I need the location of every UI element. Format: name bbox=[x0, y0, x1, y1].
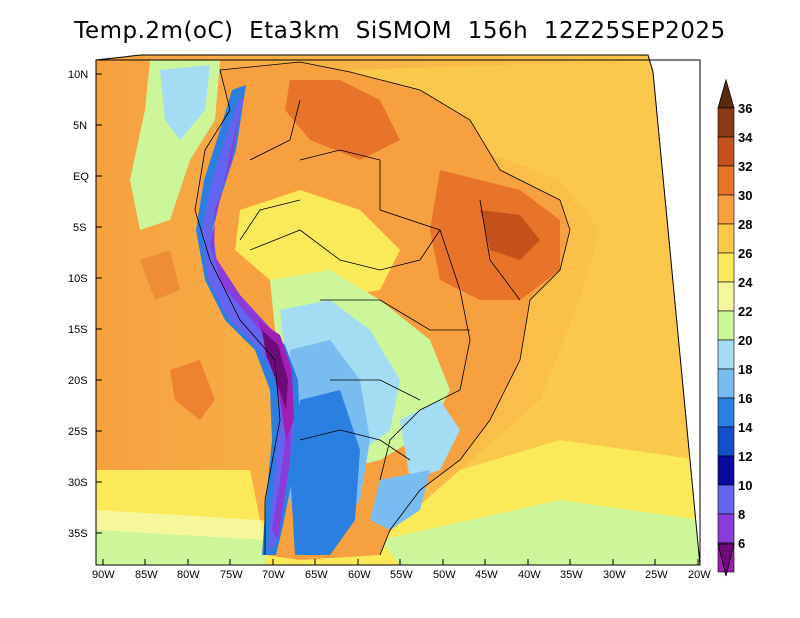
colorbar-cells bbox=[717, 107, 735, 573]
cb-label-36: 36 bbox=[738, 101, 752, 116]
lon-label-80w: 80W bbox=[177, 569, 200, 581]
hot-north bbox=[285, 80, 400, 160]
cb-label-12: 12 bbox=[738, 449, 752, 464]
lat-label-5s: 5S bbox=[73, 222, 86, 234]
state-border-2 bbox=[320, 299, 470, 331]
cb-label-30: 30 bbox=[738, 188, 752, 203]
lon-label-20w: 20W bbox=[688, 569, 711, 581]
cb-label-8: 8 bbox=[738, 507, 745, 522]
colorbar-cell bbox=[717, 397, 735, 428]
lat-label-20s: 20S bbox=[68, 375, 88, 387]
cb-label-26: 26 bbox=[738, 246, 752, 261]
brazil-inner-borders bbox=[299, 149, 471, 481]
andes-indigo bbox=[202, 98, 294, 550]
colorbar-cell bbox=[717, 513, 735, 544]
cb-label-18: 18 bbox=[738, 362, 752, 377]
state-border-3 bbox=[330, 379, 421, 401]
colorbar-cell bbox=[717, 426, 735, 457]
lon-label-40w: 40W bbox=[518, 569, 541, 581]
colorbar-cell bbox=[717, 281, 735, 312]
colorbar-bottom-arrow bbox=[717, 543, 735, 577]
borders bbox=[194, 61, 571, 556]
hottest-core bbox=[480, 210, 540, 260]
colorbar-cell bbox=[717, 165, 735, 196]
colorbar-cell bbox=[717, 368, 735, 399]
cb-label-16: 16 bbox=[738, 391, 752, 406]
plot-border bbox=[95, 59, 701, 566]
cb-label-24: 24 bbox=[738, 275, 753, 290]
cb-label-10: 10 bbox=[738, 478, 752, 493]
cb-label-6: 6 bbox=[738, 536, 745, 551]
lat-label-eq: EQ bbox=[73, 171, 89, 183]
longitude-axis: 90W 85W 80W 75W 70W 65W 60W 55W 50W 45W … bbox=[92, 559, 711, 581]
andes-purple bbox=[210, 110, 292, 540]
atlantic-field bbox=[350, 60, 700, 565]
lat-label-25s: 25S bbox=[68, 426, 88, 438]
map-domain bbox=[96, 55, 700, 565]
lon-label-70w: 70W bbox=[262, 569, 285, 581]
colorbar-cell bbox=[717, 252, 735, 283]
lon-label-65w: 65W bbox=[305, 569, 328, 581]
lon-label-45w: 45W bbox=[475, 569, 498, 581]
lat-ticks bbox=[96, 73, 102, 534]
colorbar-cell bbox=[717, 339, 735, 370]
cb-label-32: 32 bbox=[738, 159, 752, 174]
lat-label-5n: 5N bbox=[73, 120, 87, 132]
lon-label-75w: 75W bbox=[220, 569, 243, 581]
altiplano-core bbox=[262, 330, 288, 410]
coastline-west bbox=[194, 69, 281, 555]
pacific-warm-patch-2 bbox=[140, 250, 180, 300]
south-brazil-blue bbox=[370, 470, 430, 530]
lat-label-15s: 15S bbox=[68, 324, 88, 336]
cb-label-20: 20 bbox=[738, 333, 752, 348]
cb-label-14: 14 bbox=[738, 420, 753, 435]
amazon-yellow bbox=[235, 190, 400, 300]
argentina-blue bbox=[290, 390, 360, 555]
coastline-east bbox=[219, 61, 571, 556]
cb-label-22: 22 bbox=[738, 304, 752, 319]
lat-label-30s: 30S bbox=[68, 477, 88, 489]
latitude-axis: 10N 5N EQ 5S 10S 15S 20S 25S 30S 35S bbox=[68, 69, 102, 540]
colorbar-cell bbox=[717, 194, 735, 225]
colorbar-cell bbox=[717, 455, 735, 486]
south-atlantic-green bbox=[380, 500, 700, 565]
colorbar-cell bbox=[717, 223, 735, 254]
state-border-7 bbox=[249, 99, 301, 161]
lon-label-30w: 30W bbox=[603, 569, 626, 581]
lon-label-85w: 85W bbox=[135, 569, 158, 581]
lat-label-10n: 10N bbox=[68, 69, 88, 81]
lon-label-25w: 25W bbox=[645, 569, 668, 581]
map-title: Temp.2m(oC) Eta3km SiSMOM 156h 12Z25SEP2… bbox=[74, 18, 726, 44]
colorbar: 36 34 32 30 28 26 24 22 20 18 16 14 12 1… bbox=[717, 78, 753, 577]
lon-label-90w: 90W bbox=[92, 569, 115, 581]
lon-ticks bbox=[102, 559, 699, 565]
south-green-band bbox=[96, 530, 265, 565]
state-border-6 bbox=[299, 429, 411, 461]
colorbar-cell bbox=[717, 484, 735, 515]
lon-label-55w: 55W bbox=[390, 569, 413, 581]
state-border-4 bbox=[239, 199, 301, 241]
lon-label-50w: 50W bbox=[433, 569, 456, 581]
colorbar-cell bbox=[717, 310, 735, 341]
cb-label-34: 34 bbox=[738, 130, 753, 145]
cb-label-28: 28 bbox=[738, 217, 752, 232]
state-border-1 bbox=[249, 229, 441, 271]
pacific-warm-patch bbox=[170, 360, 215, 420]
state-border-5 bbox=[479, 199, 521, 301]
pacific-blue-tongue bbox=[160, 65, 210, 140]
colorbar-top-arrow bbox=[717, 78, 735, 109]
colorbar-cell bbox=[717, 107, 735, 138]
lon-label-35w: 35W bbox=[560, 569, 583, 581]
lon-label-60w: 60W bbox=[348, 569, 371, 581]
lat-label-35s: 35S bbox=[68, 528, 88, 540]
southeast-blue bbox=[400, 400, 460, 480]
lat-label-10s: 10S bbox=[68, 273, 88, 285]
colorbar-cell bbox=[717, 136, 735, 167]
